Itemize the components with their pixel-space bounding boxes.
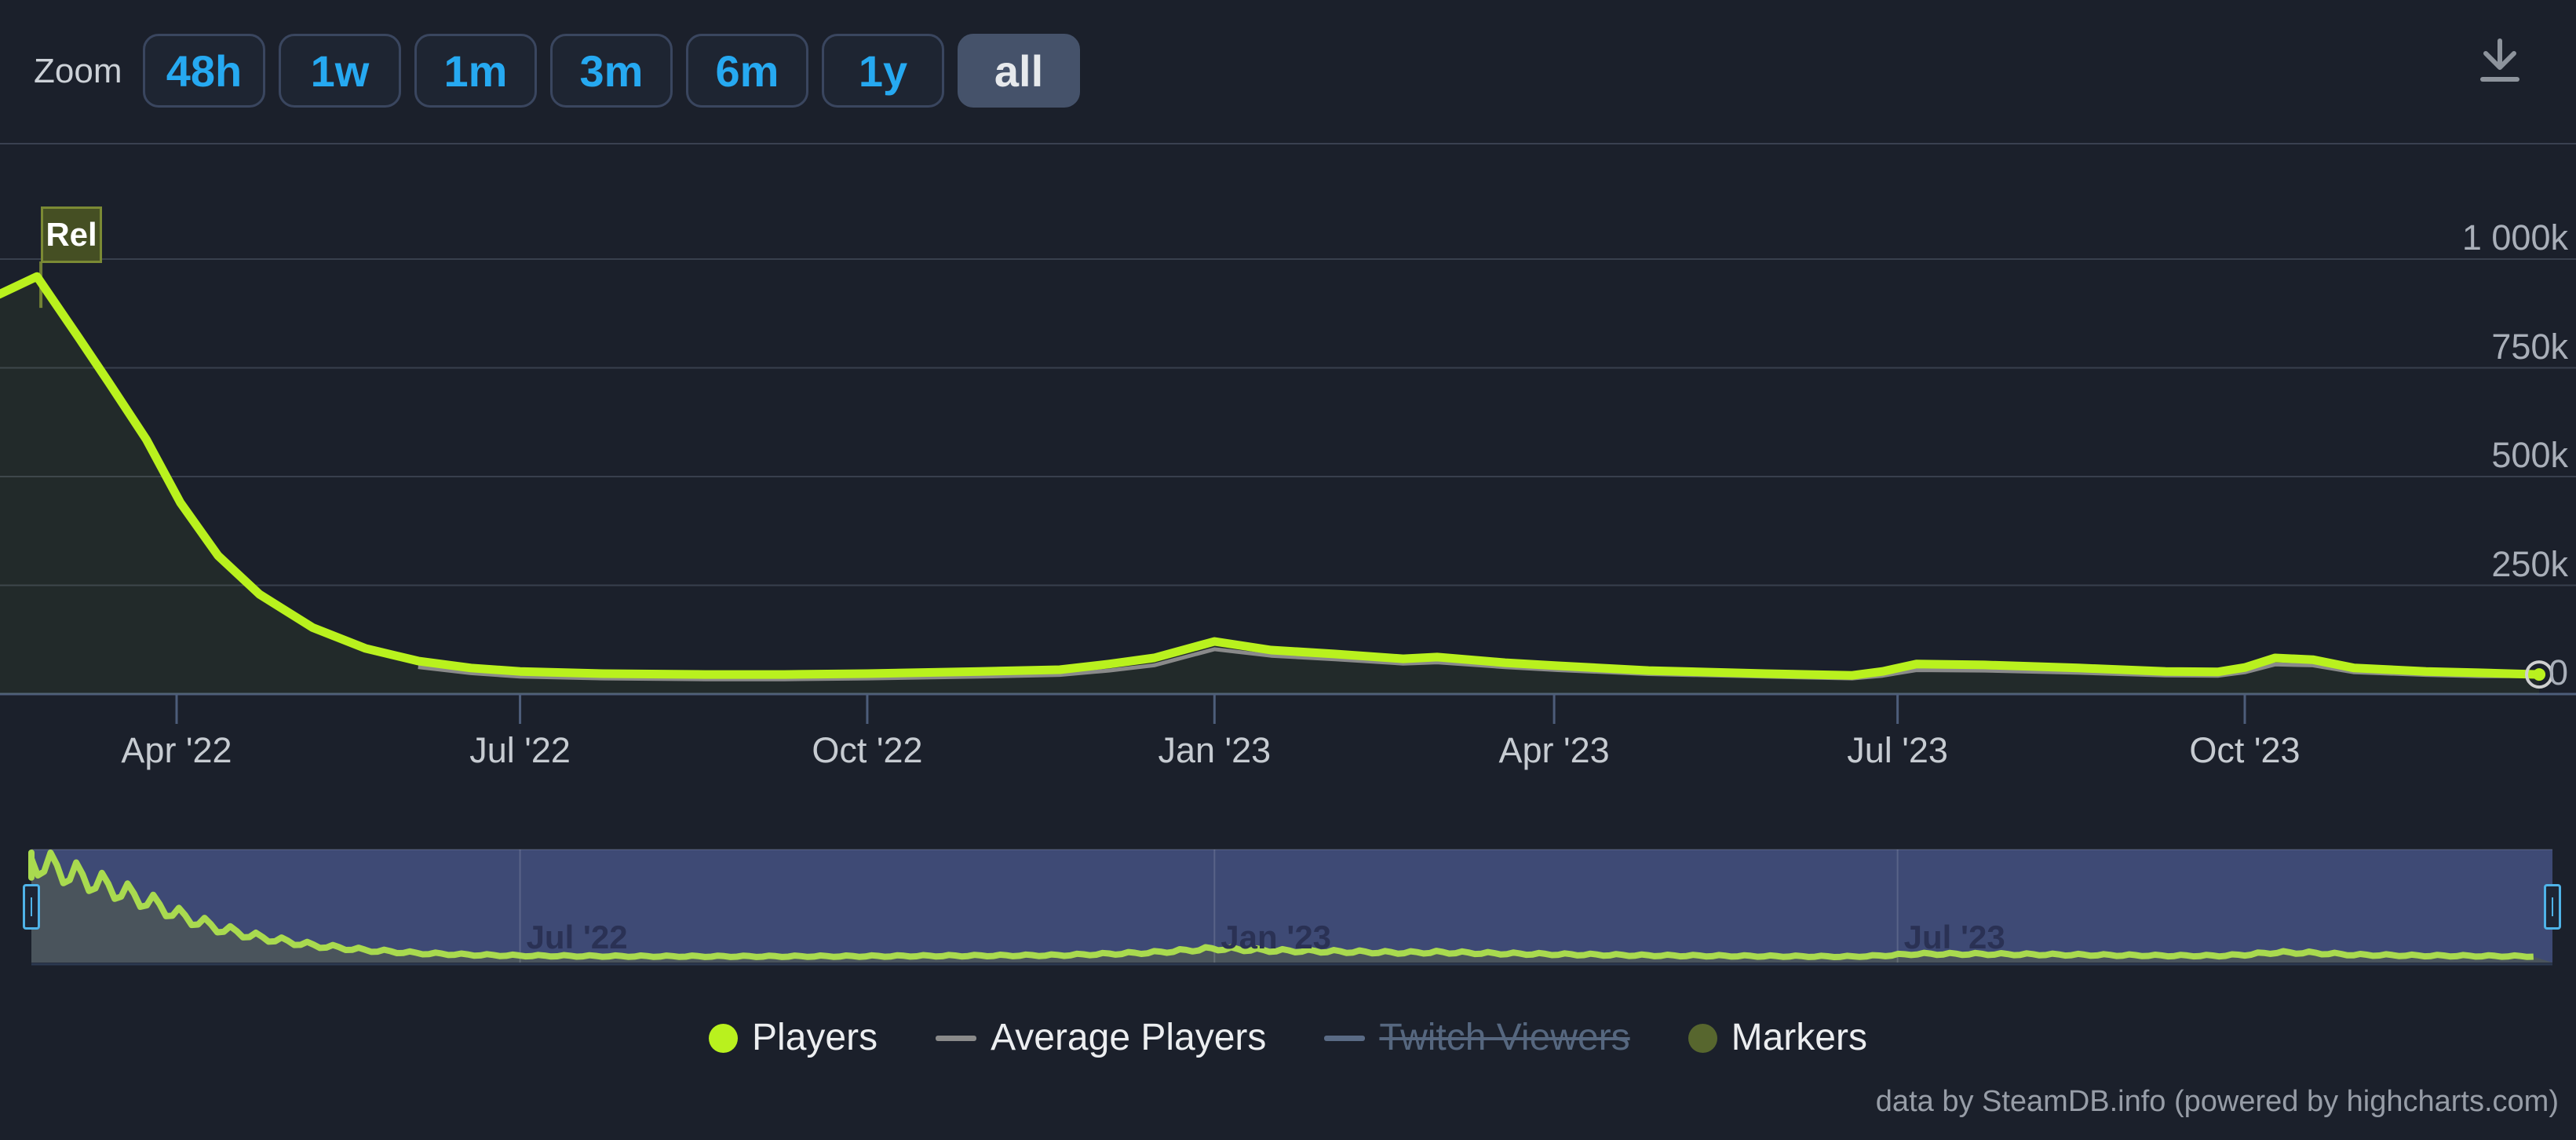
- zoom-button-all[interactable]: all: [958, 34, 1080, 108]
- legend-item-label: Markers: [1731, 1017, 1867, 1058]
- legend-circle-symbol: [709, 1023, 739, 1053]
- x-axis-label: Oct '23: [2189, 730, 2301, 770]
- legend-item-players[interactable]: Players: [709, 1014, 878, 1061]
- zoom-button-1y[interactable]: 1y: [822, 34, 944, 108]
- x-axis-label: Oct '22: [812, 730, 923, 770]
- plot-area[interactable]: [0, 144, 2576, 694]
- x-axis-label: Apr '22: [121, 730, 232, 770]
- navigator-axis-label: Jan '23: [1220, 919, 1332, 955]
- x-axis-label: Jul '23: [1847, 730, 1948, 770]
- credits-link[interactable]: data by SteamDB.info (powered by highcha…: [1875, 1085, 2559, 1118]
- release-flag-marker[interactable]: Rel: [41, 206, 102, 263]
- legend-item-markers[interactable]: Markers: [1688, 1014, 1867, 1061]
- y-axis-label: 0: [2548, 652, 2568, 692]
- legend-line-symbol: [936, 1035, 977, 1041]
- y-axis-label: 250k: [2491, 543, 2568, 584]
- y-axis-label: 1 000k: [2461, 217, 2568, 258]
- navigator-handle-left[interactable]: [23, 884, 40, 930]
- legend-item-label: Players: [752, 1017, 878, 1058]
- zoom-button-48h[interactable]: 48h: [143, 34, 265, 108]
- zoom-range-buttons: 48h 1w 1m 3m 6m 1y all: [143, 34, 1080, 108]
- x-axis-label: Jul '22: [469, 730, 571, 770]
- y-axis-label: 750k: [2491, 326, 2568, 367]
- download-icon: [2480, 38, 2519, 82]
- x-axis-label: Jan '23: [1158, 730, 1272, 770]
- navigator-axis-label: Jul '23: [1903, 919, 2005, 955]
- y-axis-label: 500k: [2491, 435, 2568, 475]
- legend-item-twitch-viewers[interactable]: Twitch Viewers: [1324, 1014, 1630, 1061]
- navigator-axis-label: Jul '22: [526, 919, 628, 955]
- legend-line-symbol: [1324, 1035, 1366, 1041]
- navigator-handle-right[interactable]: [2544, 884, 2561, 930]
- zoom-button-1w[interactable]: 1w: [279, 34, 401, 108]
- zoom-button-3m[interactable]: 3m: [550, 34, 673, 108]
- download-button[interactable]: [2474, 35, 2549, 107]
- legend-circle-symbol: [1688, 1023, 1717, 1053]
- zoom-button-6m[interactable]: 6m: [686, 34, 808, 108]
- x-axis-label: Apr '23: [1498, 730, 1610, 770]
- legend-item-label: Twitch Viewers: [1379, 1017, 1630, 1058]
- zoom-button-1m[interactable]: 1m: [414, 34, 537, 108]
- zoom-range-label: Zoom: [34, 52, 122, 90]
- legend-item-label: Average Players: [991, 1017, 1267, 1058]
- legend-item-average-players[interactable]: Average Players: [936, 1014, 1266, 1061]
- chart-legend: Players Average Players Twitch Viewers Mark…: [0, 1014, 2576, 1061]
